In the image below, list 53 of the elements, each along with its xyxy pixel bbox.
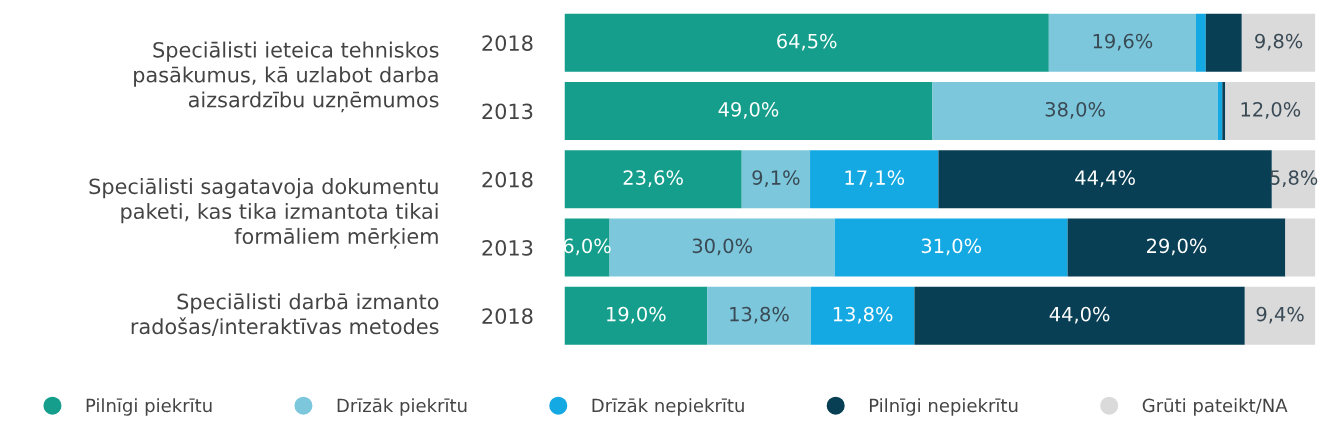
- text: Speciālisti sagatavoja dokumentu paketi, kas tika izmantota tikai formāliem mērķiem: [89, 178, 438, 249]
- bar: [914, 286, 1245, 345]
- data-label: 44,4%: [1075, 170, 1135, 187]
- bar: [741, 150, 811, 209]
- y-tick-label: 2013: [482, 239, 533, 256]
- text: Speciālisti darbā izmanto radošas/interaktīvas metodes: [131, 293, 439, 336]
- y-tick-label: 2018: [482, 171, 533, 188]
- bar: [564, 286, 708, 345]
- bar: [932, 82, 1218, 141]
- legend-label: Grūti pateikt/NA: [1142, 398, 1288, 416]
- bar: [564, 150, 742, 209]
- data-label: 13,8%: [730, 306, 789, 324]
- y-tick-label: 2018: [482, 35, 533, 51]
- data-label: 17,1%: [845, 170, 905, 187]
- data-label: 31,0%: [921, 238, 982, 256]
- data-label: 9,8%: [1255, 33, 1303, 51]
- bar: [609, 218, 835, 277]
- bar: [1196, 13, 1206, 72]
- data-label: 64,5%: [777, 33, 837, 51]
- data-label: 29,0%: [1147, 238, 1207, 256]
- data-label: 23,6%: [623, 170, 683, 187]
- bar: [564, 82, 933, 141]
- bar: [564, 13, 1049, 72]
- bar: [1205, 13, 1242, 72]
- legend-label: Pilnīgi nepiekrītu: [869, 398, 1018, 416]
- bar: [707, 286, 811, 345]
- bar: [1241, 13, 1316, 72]
- data-label: 44,0%: [1049, 306, 1110, 324]
- text: Speciālisti ieteica tehniskos pasākumus, kā uzlabot darba aizsardzību uzņēmumos: [134, 41, 439, 113]
- data-label: 49,0%: [718, 101, 779, 119]
- data-label: 12,0%: [1241, 101, 1301, 119]
- data-label: 19,0%: [607, 306, 666, 324]
- legend-label: Pilnīgi piekrītu: [86, 398, 212, 416]
- y-tick-label: 2013: [482, 103, 533, 120]
- y-tick-label: 2018: [482, 308, 533, 324]
- legend-label: Drīzāk nepiekrītu: [592, 398, 744, 416]
- data-label: 9,1%: [752, 170, 800, 187]
- data-label: 9,4%: [1256, 306, 1304, 324]
- bar: [1222, 82, 1226, 141]
- data-label: 30,0%: [692, 238, 752, 256]
- bar: [810, 150, 939, 209]
- bar: [1225, 82, 1316, 141]
- bar: [938, 150, 1272, 209]
- bar: [810, 286, 915, 345]
- legend-label: Drīzāk piekrītu: [337, 398, 467, 416]
- bar: [834, 218, 1068, 277]
- data-label: 13,8%: [833, 306, 893, 324]
- bar: [1244, 286, 1316, 345]
- bar: [1285, 218, 1316, 277]
- data-label: 19,6%: [1093, 33, 1153, 51]
- bar: [1067, 218, 1286, 277]
- bar: [1048, 13, 1196, 72]
- data-label: 38,0%: [1045, 101, 1105, 119]
